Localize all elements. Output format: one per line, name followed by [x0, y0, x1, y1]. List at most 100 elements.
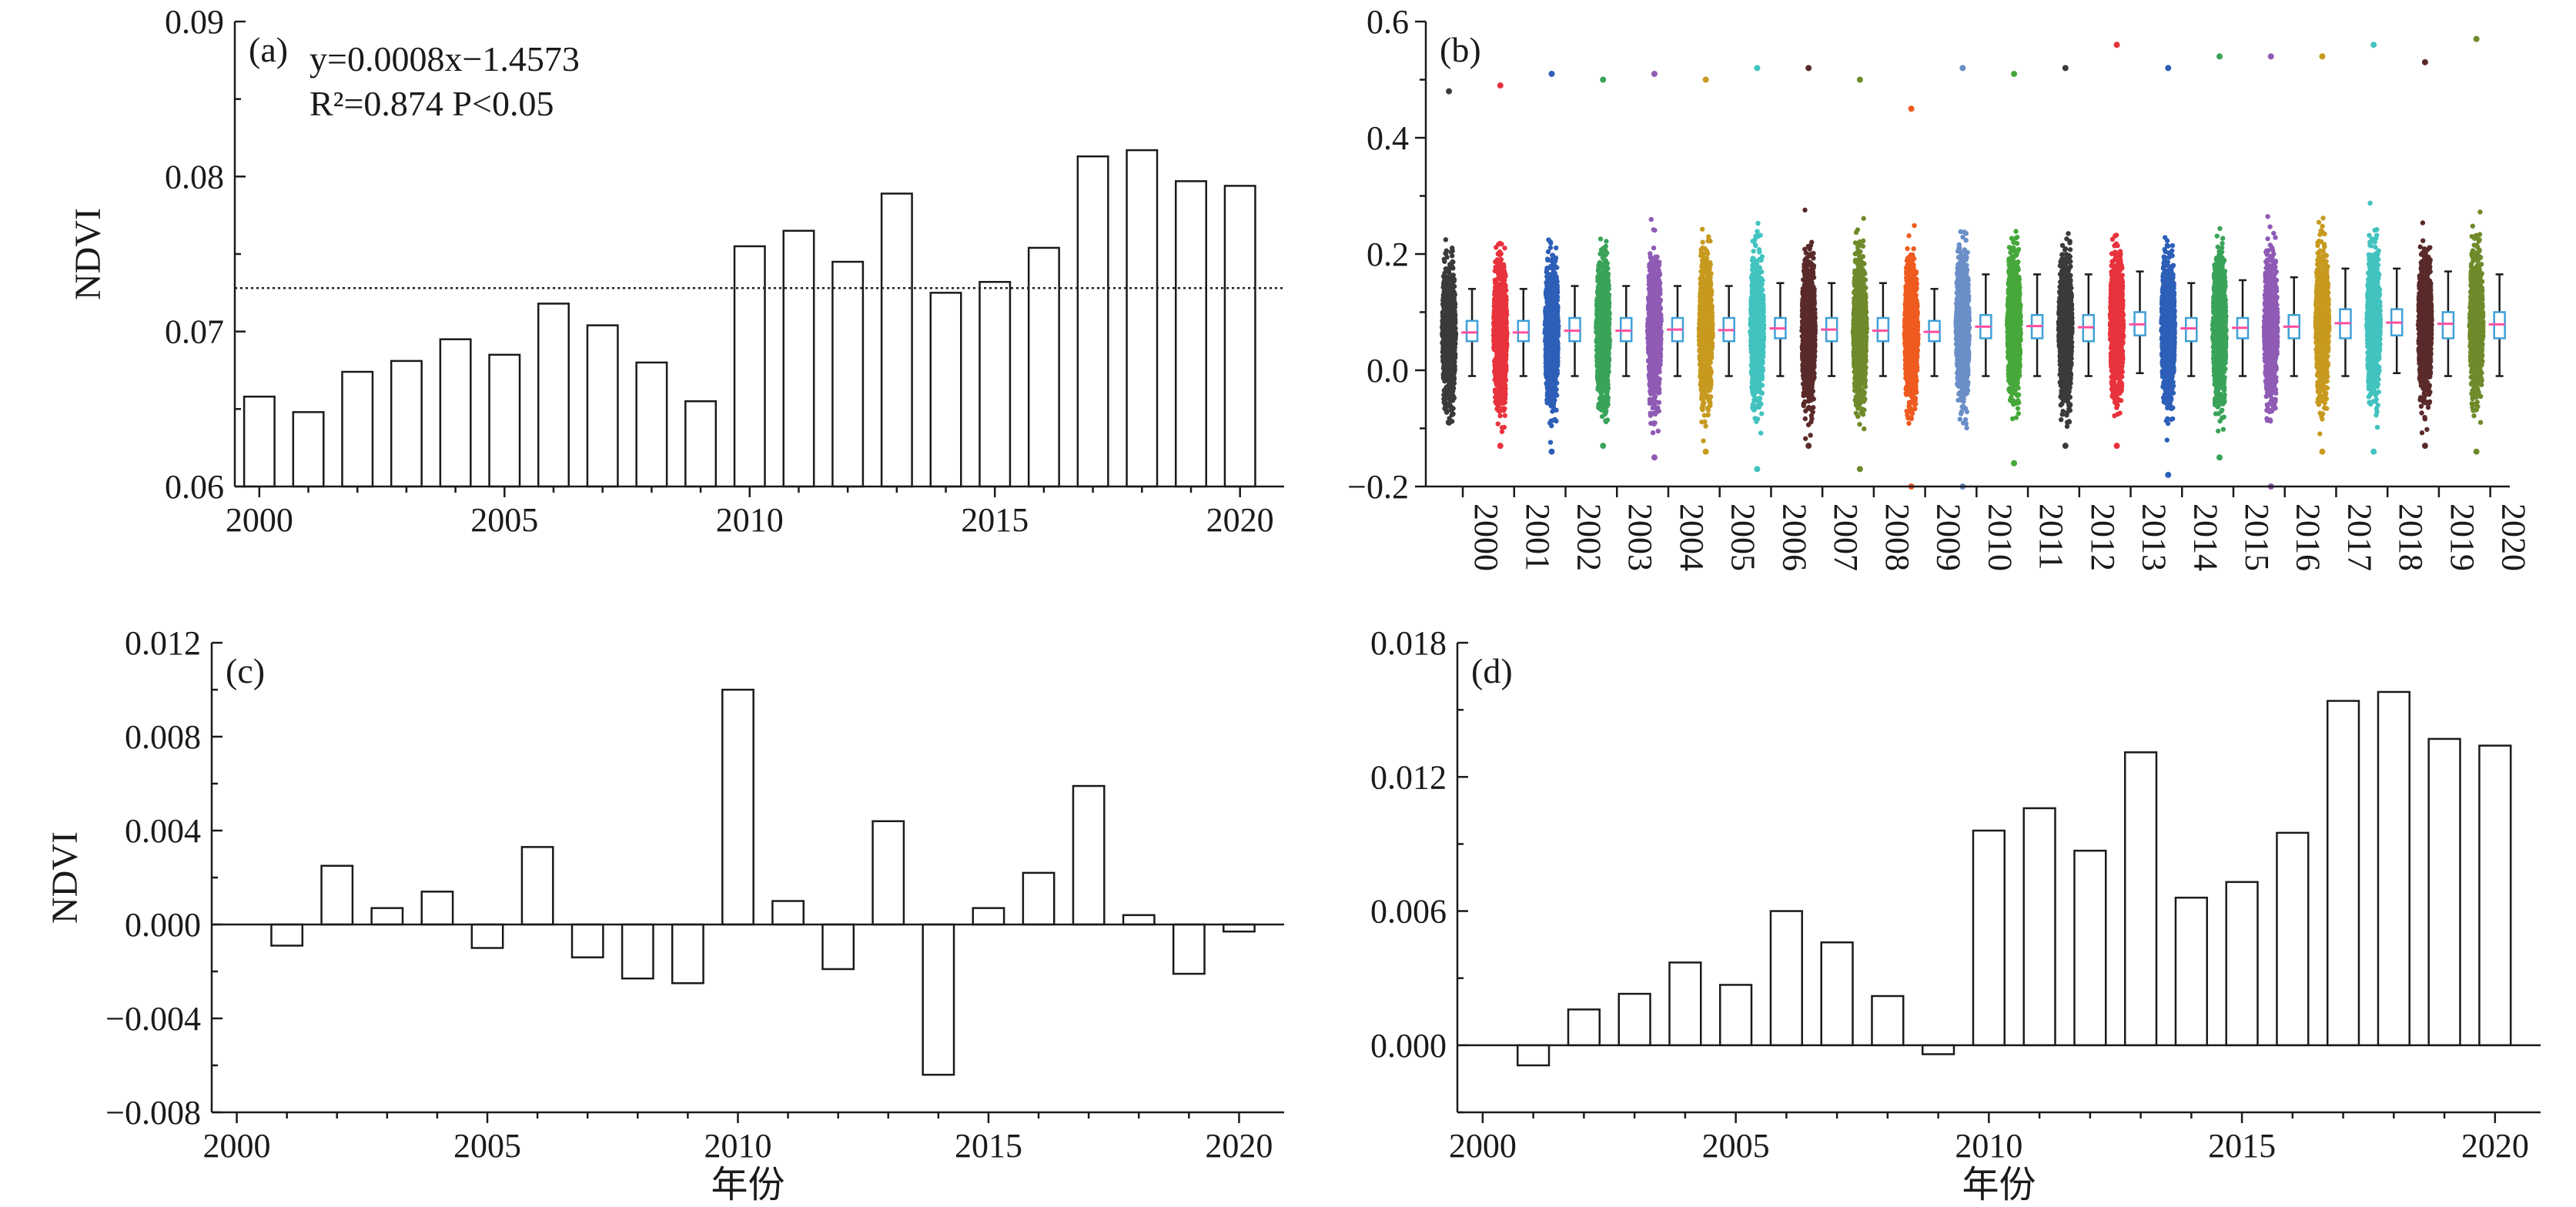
y-axis-title: NDVI	[45, 831, 85, 924]
max-point	[1548, 70, 1555, 77]
data-point	[1440, 282, 1447, 287]
data-point	[1601, 315, 1607, 320]
x-tick-label: 2015	[2208, 1127, 2276, 1165]
bar-2019	[1174, 180, 1207, 488]
bar-2004	[420, 891, 454, 926]
panel-b: 2000 2001 2002 2003 2004 2005 2006 2007 2008 2009…	[1347, 3, 2532, 571]
data-point	[1494, 330, 1499, 336]
max-point	[1600, 76, 1607, 83]
data-point	[1492, 387, 1498, 393]
bar-2010	[733, 245, 766, 488]
x-tick-label: 2015	[961, 501, 1029, 539]
data-point	[1652, 398, 1658, 404]
data-point	[1553, 296, 1559, 303]
data-point	[1645, 303, 1651, 309]
bar-2007	[1820, 941, 1854, 1047]
min-point	[1600, 443, 1607, 450]
bar-2013	[880, 192, 913, 488]
data-point	[1547, 358, 1553, 363]
x-tick-label: 2000	[203, 1127, 271, 1165]
data-point	[1605, 397, 1611, 403]
x-tick-label: 2001	[1519, 503, 1557, 571]
data-point	[1500, 406, 1505, 411]
bar-2003	[370, 907, 404, 926]
bar-2019	[2427, 737, 2461, 1047]
bar-2009	[1921, 1044, 1955, 1055]
data-point	[1497, 373, 1502, 379]
data-point	[1450, 287, 1456, 293]
bar-2007	[586, 324, 619, 488]
data-point	[1601, 272, 1606, 279]
data-point	[1644, 328, 1651, 333]
data-point	[1655, 428, 1661, 434]
data-point	[1648, 285, 1654, 290]
bar-2017	[2326, 700, 2360, 1047]
data-point	[1596, 275, 1601, 280]
data-point	[1449, 412, 1454, 418]
y-tick-label: 0.004	[125, 812, 201, 850]
data-point	[1501, 424, 1507, 430]
bar-2004	[439, 338, 472, 488]
data-point	[1445, 267, 1450, 273]
y-tick-label: 0.012	[1370, 758, 1447, 796]
data-point	[1655, 319, 1661, 324]
bar-2017	[1072, 784, 1106, 926]
bar-2014	[929, 292, 962, 488]
y-tick-label: −0.008	[105, 1094, 201, 1132]
data-point	[1653, 283, 1658, 288]
data-point	[1445, 336, 1451, 343]
data-point	[1450, 309, 1457, 314]
data-point	[1446, 349, 1451, 354]
data-point	[1597, 303, 1602, 309]
data-point	[1604, 239, 1609, 244]
data-point	[1545, 272, 1551, 277]
y-tick-label: 0.09	[165, 3, 224, 41]
data-point	[1648, 410, 1653, 416]
regression-stats: R²=0.874 P<0.05	[309, 84, 554, 123]
data-point	[1700, 239, 1705, 245]
data-point	[1554, 285, 1560, 290]
x-tick-label: 2000	[226, 501, 293, 539]
bar-2011	[2022, 807, 2056, 1047]
data-point	[1502, 413, 1507, 419]
bar-2008	[1871, 995, 1905, 1047]
data-point	[1601, 383, 1607, 388]
data-point	[1654, 254, 1660, 259]
y-tick-label: 0.07	[165, 313, 224, 351]
data-point	[1656, 262, 1662, 268]
bar-2012	[821, 923, 855, 971]
jitter-2005	[1696, 76, 1715, 455]
data-point	[1657, 390, 1662, 396]
data-point	[1547, 378, 1552, 384]
data-point	[1441, 376, 1447, 381]
data-point	[1552, 357, 1558, 363]
data-point	[1648, 274, 1654, 280]
y-tick-label: 0.000	[125, 906, 201, 944]
data-point	[1544, 298, 1550, 303]
data-point	[1502, 341, 1508, 346]
data-point	[1603, 252, 1608, 258]
max-point	[1651, 70, 1658, 77]
data-point	[1444, 345, 1449, 350]
data-point	[1442, 259, 1447, 264]
bar-2015	[2225, 881, 2259, 1047]
data-point	[1555, 347, 1561, 353]
data-point	[1648, 266, 1654, 272]
data-point	[1655, 326, 1661, 331]
data-point	[1651, 421, 1657, 427]
x-axis-title: 年份	[711, 1165, 785, 1205]
bar-2014	[2174, 896, 2208, 1047]
data-point	[1601, 399, 1606, 404]
data-point	[1656, 380, 1662, 386]
x-tick-label: 2002	[1571, 503, 1608, 571]
x-tick-label: 2020	[1206, 501, 1274, 539]
bar-2006	[1769, 910, 1803, 1047]
data-point	[1449, 390, 1454, 396]
data-point	[1554, 265, 1560, 270]
data-point	[1498, 283, 1504, 289]
bar-2016	[1027, 246, 1060, 488]
bar-2005	[488, 353, 521, 488]
bar-2017	[1076, 155, 1109, 488]
